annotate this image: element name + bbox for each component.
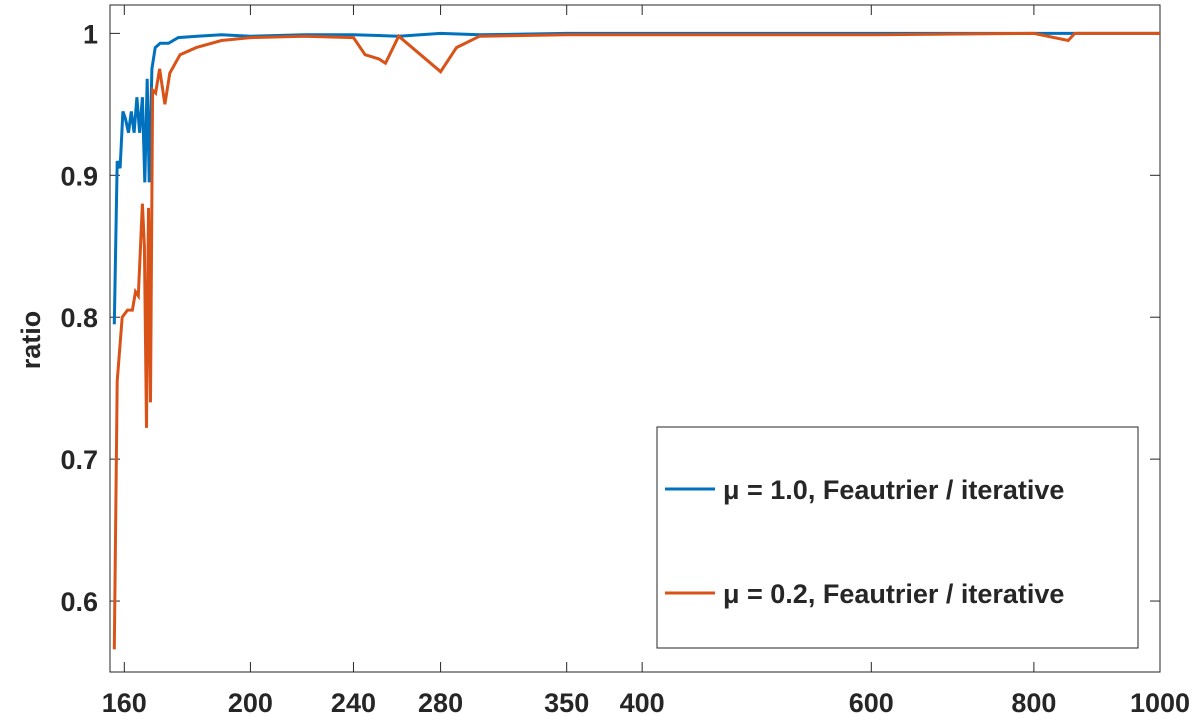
- y-tick-label: 0.9: [60, 161, 98, 191]
- x-tick-label: 280: [418, 688, 463, 718]
- x-tick-label: 160: [102, 688, 147, 718]
- x-tick-label: 240: [331, 688, 376, 718]
- x-tick-label: 400: [620, 688, 665, 718]
- x-tick-label: 350: [544, 688, 589, 718]
- x-tick-label: 800: [1011, 688, 1056, 718]
- y-axis-label: ratio: [16, 311, 46, 370]
- y-tick-label: 0.6: [60, 587, 98, 617]
- y-tick-label: 0.7: [60, 445, 98, 475]
- y-tick-label: 0.8: [60, 303, 98, 333]
- legend-box: [656, 426, 1139, 649]
- legend-label: μ = 1.0, Feautrier / iterative: [723, 475, 1064, 505]
- x-tick-label: 200: [228, 688, 273, 718]
- x-tick-label: 1000: [1130, 688, 1190, 718]
- line: [112, 31, 1160, 325]
- line: [112, 31, 1160, 650]
- x-tick-label: 600: [849, 688, 894, 718]
- legend-label: μ = 0.2, Feautrier / iterative: [723, 579, 1064, 609]
- y-tick-label: 1: [83, 19, 98, 49]
